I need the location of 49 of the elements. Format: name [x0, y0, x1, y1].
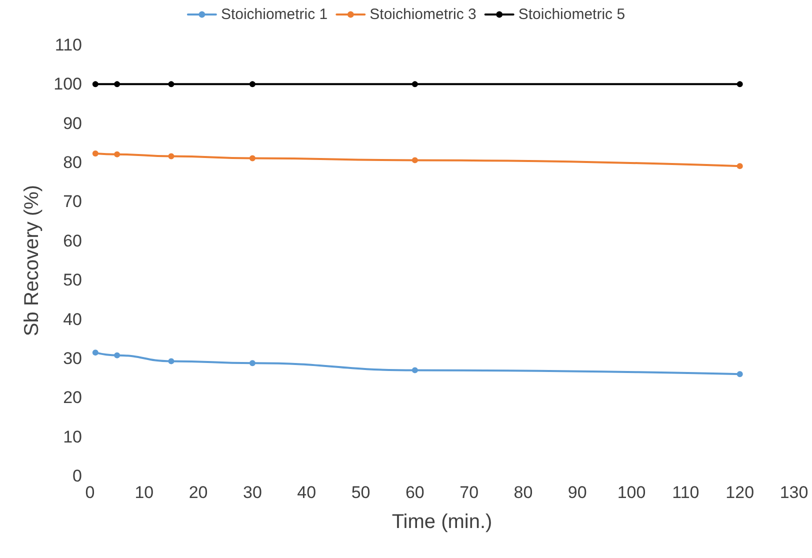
y-tick-label: 80 — [63, 153, 82, 172]
point — [92, 150, 98, 157]
point — [168, 81, 174, 88]
x-tick-label: 130 — [780, 483, 808, 502]
x-axis-title: Time (min.) — [392, 511, 492, 533]
legend-label: Stoichiometric 5 — [518, 6, 626, 23]
legend-label: Stoichiometric 1 — [220, 6, 328, 23]
point — [736, 81, 743, 88]
point — [92, 350, 98, 356]
x-tick-label: 70 — [460, 483, 479, 502]
y-tick-label: 30 — [63, 348, 82, 368]
point — [249, 81, 256, 88]
y-tick-label: 60 — [63, 231, 82, 250]
point — [168, 358, 174, 364]
point — [736, 163, 743, 170]
x-tick-label: 100 — [617, 483, 646, 502]
y-tick-label: 20 — [63, 388, 82, 408]
x-tick-label: 110 — [672, 483, 700, 502]
point — [114, 352, 120, 358]
point — [168, 153, 174, 160]
x-tick-label: 0 — [85, 483, 95, 502]
point — [412, 81, 418, 88]
y-tick-label: 50 — [63, 270, 82, 290]
point — [412, 157, 418, 164]
x-tick-label: 50 — [351, 483, 370, 502]
x-tick-label: 80 — [514, 483, 533, 502]
y-tick-label: 0 — [72, 466, 82, 486]
x-tick-label: 20 — [188, 483, 208, 502]
y-tick-label: 100 — [54, 74, 82, 94]
x-tick-label: 60 — [405, 483, 424, 502]
x-tick-label: 40 — [297, 483, 316, 502]
point — [249, 155, 256, 162]
y-tick-label: 70 — [63, 192, 82, 212]
y-tick-label: 40 — [63, 310, 82, 329]
x-tick-label: 90 — [568, 483, 587, 502]
x-tick-label: 30 — [243, 483, 262, 502]
y-tick-label: 10 — [63, 427, 82, 446]
y-axis-title: Sb Recovery (%) — [21, 184, 43, 336]
x-tick-label: 120 — [726, 483, 754, 502]
point — [412, 367, 418, 374]
point — [92, 81, 98, 88]
y-tick-label: 90 — [63, 114, 82, 133]
x-tick-label: 10 — [134, 483, 154, 502]
point — [114, 81, 120, 88]
y-tick-label: 110 — [54, 36, 82, 54]
legend-label: Stoichiometric 3 — [370, 6, 476, 23]
point — [249, 360, 256, 366]
point — [114, 151, 120, 158]
point — [736, 371, 743, 378]
